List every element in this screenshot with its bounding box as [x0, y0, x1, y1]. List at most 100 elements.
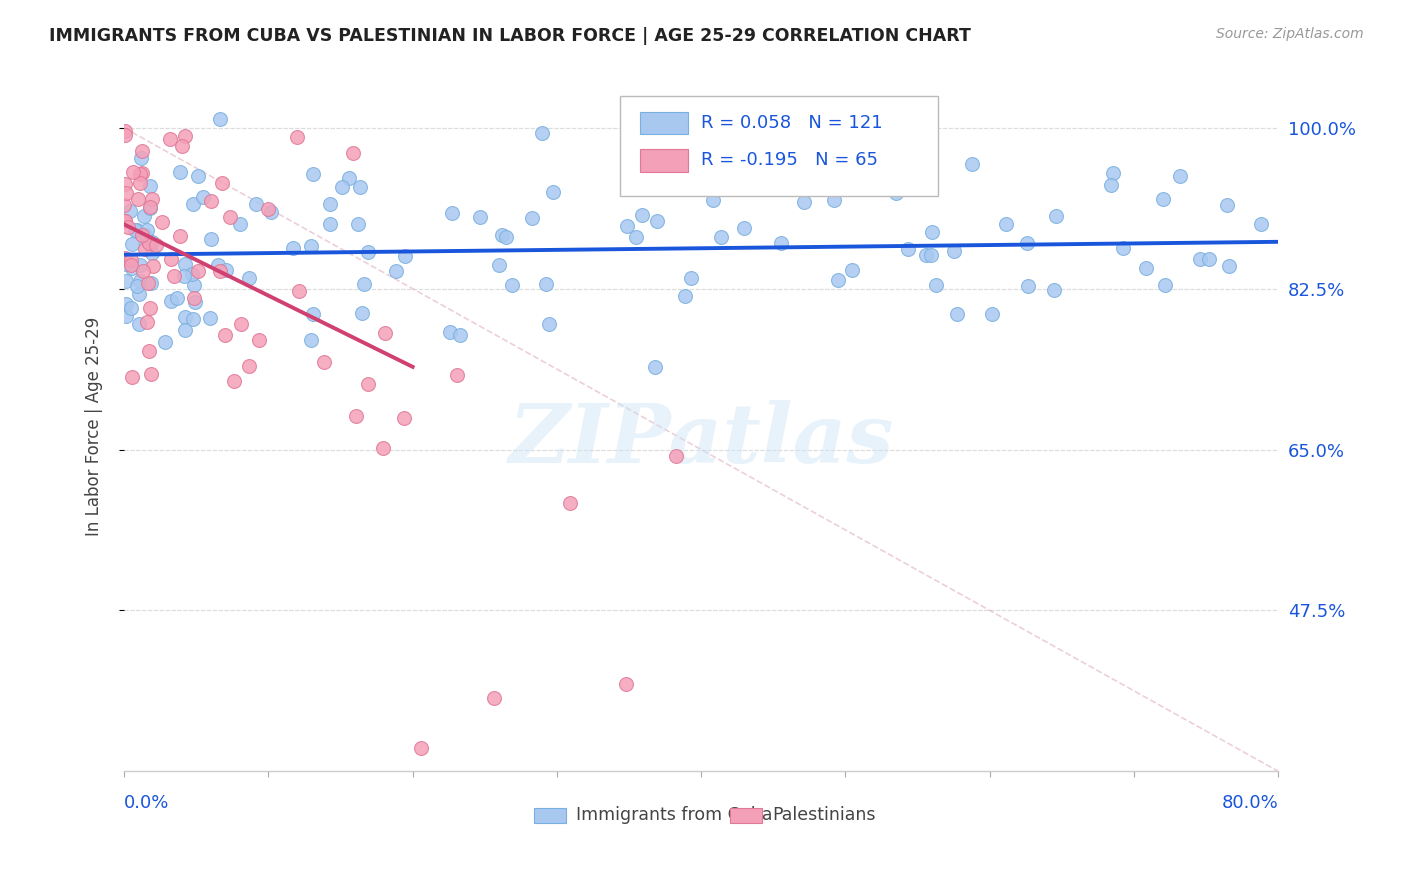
Point: [702, 193, 724, 207]
Point: [121, 260, 143, 275]
Point: [120, 203, 142, 218]
Point: [288, 284, 311, 298]
Bar: [640, 150, 689, 171]
Point: [247, 333, 270, 347]
Point: [211, 176, 233, 190]
Point: [121, 236, 143, 251]
Point: [209, 264, 232, 278]
Point: [145, 237, 167, 252]
Point: [114, 197, 136, 211]
Point: [174, 129, 197, 144]
Point: [229, 217, 252, 231]
Point: [385, 264, 408, 278]
Point: [522, 211, 544, 225]
Point: [353, 277, 375, 291]
Point: [1218, 259, 1240, 273]
Point: [371, 442, 394, 456]
Point: [136, 223, 159, 237]
Point: [299, 239, 322, 253]
Point: [530, 126, 553, 140]
Point: [114, 251, 136, 265]
Point: [644, 360, 666, 375]
Point: [128, 274, 150, 288]
Point: [495, 230, 517, 244]
Point: [138, 343, 160, 358]
Point: [184, 295, 207, 310]
Point: [115, 275, 138, 289]
Point: [114, 257, 136, 271]
Point: [214, 328, 236, 343]
Point: [1099, 178, 1122, 193]
Point: [114, 214, 136, 228]
Point: [134, 228, 156, 243]
Point: [159, 132, 181, 146]
Point: [914, 248, 936, 262]
Point: [127, 278, 149, 293]
Point: [124, 223, 146, 237]
Point: [162, 268, 184, 283]
Point: [960, 157, 983, 171]
Point: [1154, 278, 1177, 293]
Point: [134, 242, 156, 256]
Point: [120, 301, 142, 316]
Point: [160, 252, 183, 266]
Point: [470, 210, 492, 224]
Point: [166, 291, 188, 305]
Point: [142, 259, 165, 273]
Point: [980, 307, 1002, 321]
Point: [183, 277, 205, 292]
Point: [1017, 279, 1039, 293]
Point: [150, 215, 173, 229]
Point: [357, 376, 380, 391]
Point: [446, 368, 468, 382]
Point: [131, 166, 153, 180]
Point: [319, 217, 342, 231]
Point: [121, 258, 143, 272]
Point: [120, 253, 142, 268]
Point: [135, 315, 157, 329]
Point: [127, 193, 149, 207]
Point: [219, 210, 242, 224]
Point: [319, 197, 342, 211]
Point: [139, 201, 162, 215]
Point: [1045, 209, 1067, 223]
Point: [207, 259, 229, 273]
Point: [138, 235, 160, 250]
Point: [409, 741, 432, 756]
Point: [946, 307, 969, 321]
Point: [299, 333, 322, 347]
Point: [114, 177, 136, 191]
Text: Immigrants from Cuba: Immigrants from Cuba: [576, 805, 773, 823]
Text: Source: ZipAtlas.com: Source: ZipAtlas.com: [1216, 27, 1364, 41]
Point: [153, 334, 176, 349]
Point: [132, 264, 155, 278]
Point: [128, 286, 150, 301]
Text: 0.0%: 0.0%: [124, 794, 170, 813]
Point: [174, 323, 197, 337]
Point: [827, 273, 849, 287]
Point: [665, 449, 688, 463]
Point: [169, 228, 191, 243]
Point: [1188, 252, 1211, 266]
Point: [679, 271, 702, 285]
Text: 80.0%: 80.0%: [1222, 794, 1278, 813]
Point: [139, 178, 162, 193]
Point: [560, 496, 582, 510]
Point: [534, 277, 557, 291]
Point: [141, 245, 163, 260]
Point: [187, 263, 209, 277]
Point: [181, 312, 204, 326]
Y-axis label: In Labor Force | Age 25-29: In Labor Force | Age 25-29: [86, 317, 103, 536]
Point: [301, 168, 323, 182]
Point: [191, 189, 214, 203]
Point: [257, 202, 280, 216]
Point: [115, 297, 138, 311]
Point: [394, 411, 416, 425]
Point: [614, 677, 637, 691]
Point: [1168, 169, 1191, 183]
Point: [342, 146, 364, 161]
Bar: [640, 112, 689, 134]
Point: [769, 235, 792, 250]
Point: [921, 225, 943, 239]
Point: [114, 214, 136, 228]
